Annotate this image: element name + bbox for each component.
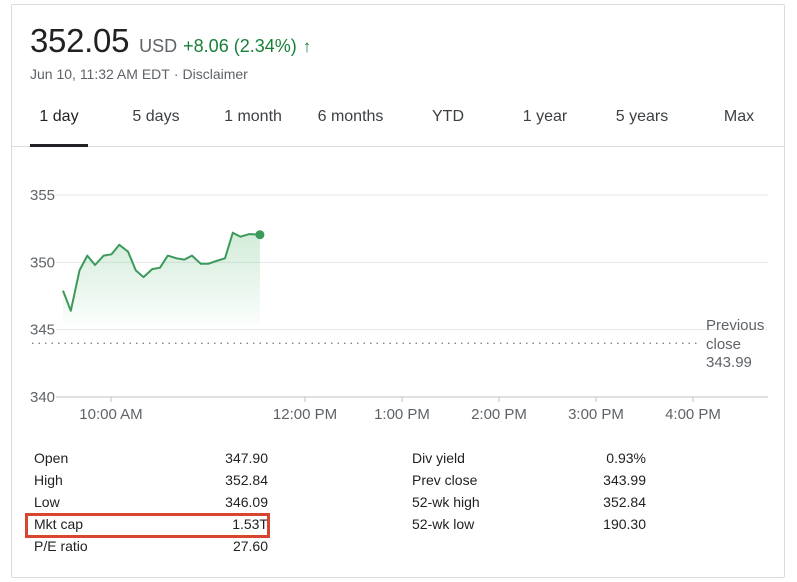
stat-value: 347.90	[225, 450, 268, 466]
price-line	[62, 231, 260, 312]
stat-value: 352.84	[225, 472, 268, 488]
tab-max[interactable]: Max	[723, 108, 755, 125]
stat-value: 190.30	[603, 516, 646, 532]
previous-close-label: Previous	[706, 317, 764, 334]
previous-close-label: close	[706, 336, 741, 353]
price-row: 352.05 USD +8.06 (2.34%) ↑	[30, 22, 311, 60]
stat-row-open: Open 347.90	[34, 447, 268, 469]
quote-header: 352.05 USD +8.06 (2.34%) ↑ Jun 10, 11:32…	[30, 22, 311, 82]
x-tick-label: 4:00 PM	[665, 406, 721, 423]
stat-label: Open	[34, 450, 69, 466]
stat-value: 1.53T	[232, 516, 268, 532]
stat-value: 352.84	[603, 494, 646, 510]
tab-6-months[interactable]: 6 months	[317, 108, 384, 125]
stat-row-high: High 352.84	[34, 469, 268, 491]
current-price: 352.05	[30, 22, 130, 59]
stat-row-low: Low 346.09	[34, 491, 268, 513]
y-tick-label: 345	[30, 322, 55, 339]
stat-label: P/E ratio	[34, 538, 88, 554]
mkt-cap-highlight-box	[25, 513, 270, 538]
stat-label: Mkt cap	[34, 516, 84, 532]
price-chart: 355 350 345 340 10:00 AM 12:00 PM 1:00 PM 2:00 …	[30, 187, 768, 423]
tab-1-day[interactable]: 1 day	[30, 96, 88, 147]
x-tick-label: 1:00 PM	[374, 406, 430, 423]
tab-ytd[interactable]: YTD	[432, 108, 464, 125]
y-tick-label: 340	[30, 389, 55, 406]
stat-value: 27.60	[232, 538, 268, 554]
tab-1-month[interactable]: 1 month	[224, 108, 282, 125]
price-area	[63, 232, 260, 325]
stat-label: Low	[34, 494, 60, 510]
x-tick-label: 3:00 PM	[568, 406, 624, 423]
stat-label: Div yield	[412, 450, 465, 466]
disclaimer-link[interactable]: Disclaimer	[182, 66, 248, 82]
stat-row-mkt-cap: Mkt cap 1.53T	[34, 513, 268, 535]
y-tick-label: 350	[30, 254, 55, 271]
stat-label: 52-wk high	[412, 494, 480, 510]
stat-value: 346.09	[225, 494, 268, 510]
range-tabs: 1 day 5 days 1 month 6 months YTD 1 year…	[11, 96, 785, 147]
x-tick-label: 2:00 PM	[471, 406, 527, 423]
currency-label: USD	[139, 36, 178, 56]
current-price-dot	[255, 230, 265, 240]
x-tick-label: 10:00 AM	[79, 406, 142, 423]
price-change: +8.06 (2.34%)	[183, 36, 297, 56]
stats-left: Open 347.90 High 352.84 Low 346.09 Mkt c…	[34, 447, 268, 557]
stat-row-div-yield: Div yield 0.93%	[412, 447, 646, 469]
tab-5-years[interactable]: 5 years	[615, 108, 669, 125]
stat-label: High	[34, 472, 63, 488]
stat-value: 0.93%	[606, 450, 646, 466]
stock-card	[11, 4, 785, 578]
stat-label: Prev close	[412, 472, 478, 488]
stat-row-52wk-high: 52-wk high 352.84	[412, 491, 646, 513]
stats-right: Div yield 0.93% Prev close 343.99 52-wk …	[412, 447, 646, 535]
stat-row-pe-ratio: P/E ratio 27.60	[34, 535, 268, 557]
arrow-up-icon: ↑	[302, 37, 312, 56]
stat-label: 52-wk low	[412, 516, 475, 532]
stat-row-prev-close: Prev close 343.99	[412, 469, 646, 491]
separator: ·	[173, 66, 179, 82]
previous-close-value: 343.99	[706, 354, 752, 371]
y-tick-label: 355	[30, 187, 55, 204]
x-tick-label: 12:00 PM	[273, 406, 337, 423]
stat-row-52wk-low: 52-wk low 190.30	[412, 513, 646, 535]
tab-1-year[interactable]: 1 year	[522, 108, 568, 125]
timestamp-row: Jun 10, 11:32 AM EDT · Disclaimer	[30, 66, 311, 82]
tab-5-days[interactable]: 5 days	[132, 108, 180, 125]
timestamp: Jun 10, 11:32 AM EDT	[30, 66, 170, 82]
stat-value: 343.99	[603, 472, 646, 488]
